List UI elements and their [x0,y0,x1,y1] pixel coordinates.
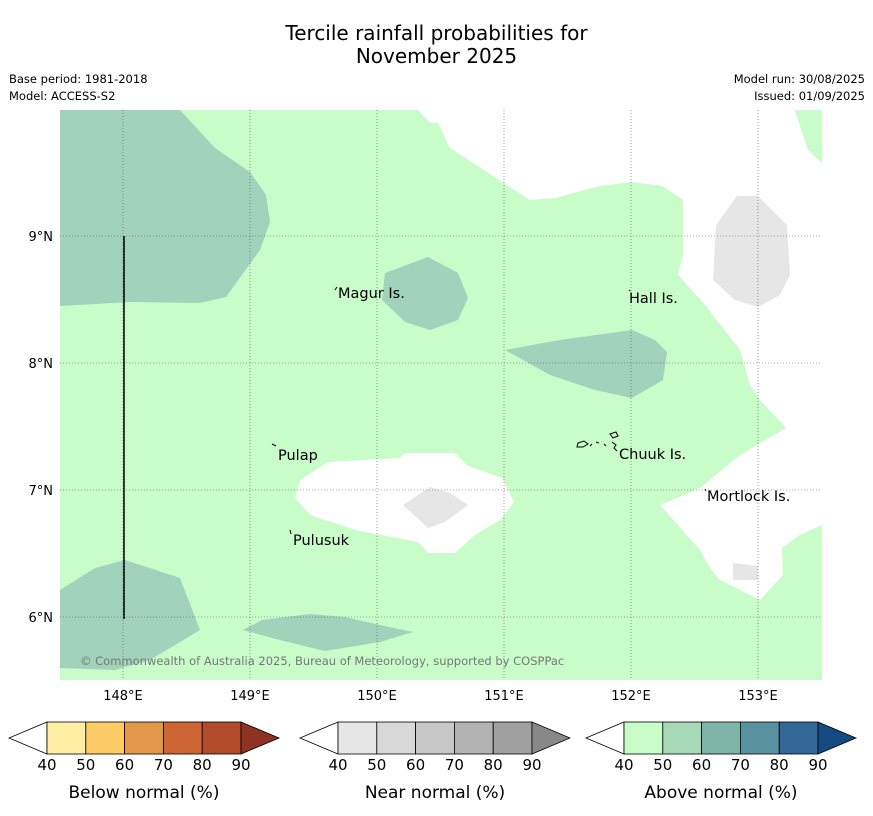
lat-tick: 8°N [29,357,54,372]
island-pulap [271,443,277,447]
lon-tick: 149°E [230,689,270,704]
base-period: Base period: 1981-2018 [9,72,148,86]
place-label-chuuk: Chuuk Is. [619,447,686,463]
near-normal-legend-tick: 50 [367,756,386,774]
above-normal-legend-tick: 50 [653,756,672,774]
white-region-ne [795,110,822,163]
near-normal-legend-tick: 60 [406,756,425,774]
lat-tick: 9°N [29,230,54,245]
near-normal-legend-tick: 90 [522,756,541,774]
map-title: Tercile rainfall probabilities for Novem… [0,22,873,68]
island-chuuk [576,431,619,452]
near-normal-legend-tick: 70 [445,756,464,774]
above-normal-legend-tick: 80 [770,756,789,774]
below-normal-legend-over-triangle [240,721,281,755]
above-normal-50-east [505,330,667,398]
lon-tick: 153°E [738,689,778,704]
near-normal-patch-center [403,487,468,528]
above-normal-50-northwest [60,110,270,306]
island-markers [271,286,707,535]
place-label-hall: Hall Is. [629,291,678,307]
meta-left: Base period: 1981-2018 Model: ACCESS-S2 [9,71,148,105]
near-normal-legend-under-triangle [298,721,339,755]
above-normal-50-southwest [60,560,200,670]
below-normal-legend-swatch [124,721,164,755]
copyright-notice: © Commonwealth of Australia 2025, Bureau… [80,654,564,668]
near-normal-legend-swatch [492,721,533,755]
near-normal-legend-swatch [337,721,378,755]
below-normal-legend-tick: 60 [115,756,134,774]
above-normal-legend-under-triangle [584,721,625,755]
below-normal-legend-tick: 80 [193,756,212,774]
place-label-magur: Magur Is. [338,286,405,302]
above-normal-50-south [243,614,413,651]
near-normal-patch-south [733,563,758,580]
model-run: Model run: 30/08/2025 [733,72,865,86]
near-normal-patch-east [713,196,790,307]
white-region-center [295,453,514,553]
above-normal-legend: 40 50 60 70 80 90 Above normal (%) [584,721,858,803]
island-mortlock [704,488,707,492]
above-normal-legend-tick: 70 [731,756,750,774]
lon-tick: 148°E [103,689,143,704]
above-normal-legend-swatch [740,721,780,755]
below-normal-legend-tick: 40 [37,756,56,774]
legend-group: 40 50 60 70 80 90 Below normal (%) 40 50 60 70 80 90… [7,721,858,803]
below-normal-legend-swatch [201,721,242,755]
lat-tick-labels: 9°N 8°N 7°N 6°N [29,230,54,626]
lon-tick: 151°E [484,689,524,704]
near-normal-legend-tick: 80 [484,756,503,774]
gridlines [60,110,822,680]
near-normal-legend-swatch [415,721,455,755]
above-normal-legend-label: Above normal (%) [644,783,797,803]
below-normal-legend-swatch [46,721,87,755]
issued-date: Issued: 01/09/2025 [754,89,865,103]
island-magur [334,286,338,291]
place-label-pulap: Pulap [278,448,318,464]
above-normal-legend-over-triangle [817,721,858,755]
above-normal-legend-swatch [778,721,819,755]
near-normal-legend-label: Near normal (%) [365,783,505,803]
meta-right: Model run: 30/08/2025 Issued: 01/09/2025 [734,71,865,105]
island-pulusuk [289,529,292,535]
below-normal-legend: 40 50 60 70 80 90 Below normal (%) [7,721,281,803]
below-normal-legend-swatch [162,721,203,755]
near-normal-legend: 40 50 60 70 80 90 Near normal (%) [298,721,572,803]
lon-tick-labels: 148°E 149°E 150°E 151°E 152°E 153°E [103,689,778,704]
near-normal-legend-swatch [453,721,494,755]
above-normal-legend-tick: 40 [614,756,633,774]
above-normal-legend-swatch [623,721,664,755]
below-normal-legend-tick: 90 [231,756,250,774]
title-line-2: November 2025 [355,44,518,68]
above-normal-legend-tick: 60 [692,756,711,774]
near-normal-legend-tick: 40 [328,756,347,774]
near-normal-legend-swatch [376,721,416,755]
below-normal-legend-tick: 70 [154,756,173,774]
map-area: Magur Is. Hall Is. Pulap Chuuk Is. Mortl… [60,110,822,680]
lon-tick: 152°E [611,689,651,704]
title-line-1: Tercile rainfall probabilities for [285,21,588,45]
below-normal-legend-under-triangle [7,721,48,755]
below-normal-legend-swatch [85,721,126,755]
lon-tick: 150°E [357,689,397,704]
above-normal-50-magur [382,257,468,330]
place-label-pulusuk: Pulusuk [293,533,350,549]
place-label-mortlock: Mortlock Is. [707,489,790,505]
above-normal-legend-swatch [701,721,741,755]
near-normal-legend-over-triangle [531,721,572,755]
lat-tick: 7°N [29,484,54,499]
below-normal-legend-tick: 50 [76,756,95,774]
below-normal-legend-label: Below normal (%) [69,783,220,803]
above-normal-legend-swatch [662,721,702,755]
model-name: Model: ACCESS-S2 [9,89,116,103]
island-hall [628,289,631,292]
above-normal-legend-tick: 90 [808,756,827,774]
lat-tick: 6°N [29,611,54,626]
